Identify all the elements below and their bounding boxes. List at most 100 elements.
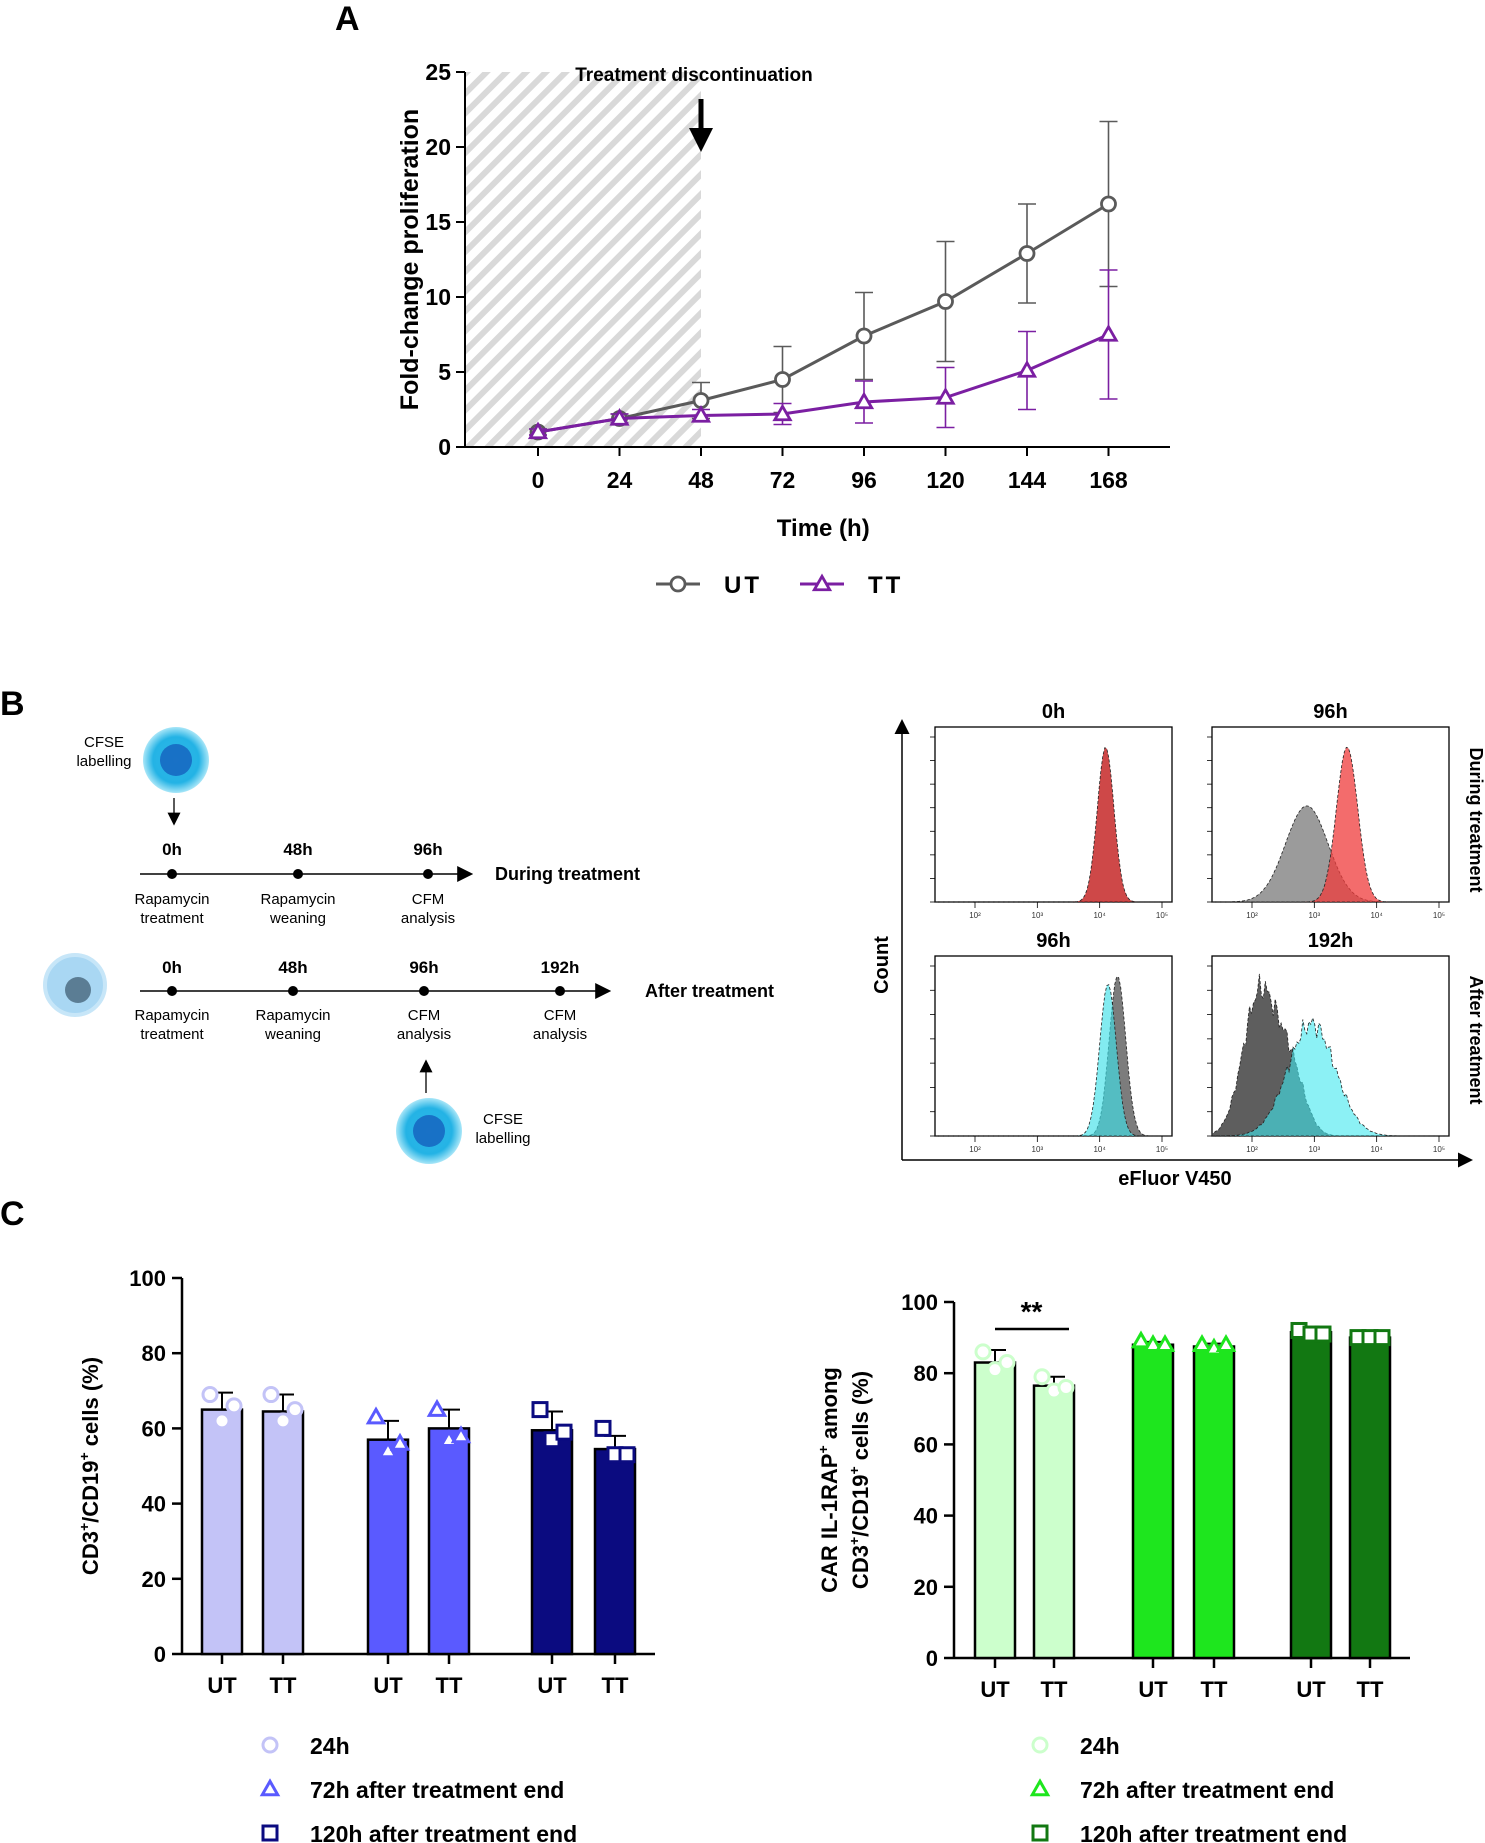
x-tick-label: 10⁵ [1433,911,1445,920]
data-point [855,327,873,345]
x-tick-label: 10⁵ [1156,911,1168,920]
x-tick-label: TT [436,1673,463,1698]
bar [973,1361,1017,1660]
timeline-desc-label: CFM analysis [401,891,455,927]
bar-chart-legend: 24h 72h after treatment end 120h after tre… [1029,1733,1347,1843]
x-tick-label: 10⁴ [1370,911,1383,920]
series-line [537,202,1110,434]
treatment-discontinuation-annotation: Treatment discontinuation [575,65,813,86]
y-tick-label: 5 [438,359,451,385]
fluor-axis-label: eFluor V450 [1118,1168,1231,1190]
x-tick-label: 168 [1089,467,1128,493]
cfse-cell-top-icon [143,727,209,793]
bar-tt-2: TT [1191,1333,1237,1702]
legend-label: TT [868,572,903,599]
timeline-desc-label: Rapamycin treatment [134,891,209,927]
x-tick-label: 10⁵ [1156,1145,1168,1154]
histogram-plot: 10² 10³ 10⁴ 10⁵ 96h [930,930,1173,1154]
bar-ut-3: UT [530,1401,574,1698]
bar-tt-1: TT [1032,1368,1076,1702]
series-line [537,333,1110,434]
legend-label: 120h after treatment end [1080,1821,1347,1843]
x-tick-label: TT [270,1673,297,1698]
x-tick-label: 10² [969,1145,981,1154]
histogram-plot: 10² 10³ 10⁴ 10⁵ 96h [1207,701,1450,920]
bar [1131,1343,1175,1660]
cell-icon [43,953,107,1017]
legend-label: 24h [1080,1733,1120,1759]
bar-tt-3: TT [593,1419,637,1698]
chart-legend: UT TT [656,572,903,599]
data-point [1130,1330,1152,1349]
x-tick-label: UT [373,1673,403,1698]
bar [1348,1336,1392,1660]
x-tick-label: UT [207,1673,237,1698]
cd3-cd19-y-axis-label: CD3+/CD19+ cells (%) [76,1357,103,1575]
bar [530,1429,574,1656]
data-point [225,1397,243,1415]
data-point [986,1361,1004,1379]
bar [1032,1384,1076,1660]
bar-tt-1: TT [261,1386,305,1698]
x-tick-label: 10⁴ [1093,1145,1106,1154]
y-axis-label: Fold-change proliferation [396,109,424,410]
data-point [690,404,712,423]
legend-marker [1031,1736,1049,1754]
after-treatment-label: After treatment [645,981,774,1001]
x-tick-label: 10² [1246,911,1258,920]
timeline-point [288,986,298,996]
bar-chart-legend: 24h 72h after treatment end 120h after tre… [259,1733,577,1843]
flow-cytometry-histograms: Count eFluor V450 During treatment After… [871,701,1485,1190]
x-tick-label: 144 [1008,467,1047,493]
timeline-point [555,986,565,996]
y-tick-label: 20 [425,134,451,160]
histogram-plot: 10² 10³ 10⁴ 10⁵ 0h [930,701,1173,920]
data-point [974,1343,992,1361]
bar-tt-2: TT [426,1398,472,1698]
legend-marker [811,573,833,592]
timeline-time-label: 48h [283,840,312,859]
data-point [1057,1378,1075,1396]
down-arrow-head-icon [689,128,713,152]
y-tick-label: 100 [901,1290,938,1315]
data-point [1373,1329,1391,1347]
x-tick-label: UT [537,1673,567,1698]
legend-label: UT [724,572,762,599]
x-tick-label: 48 [688,467,714,493]
data-point [450,1425,472,1444]
histogram-title: 0h [1042,701,1065,723]
legend-label: 72h after treatment end [310,1777,564,1803]
during-treatment-label: During treatment [495,864,640,884]
timeline-time-label: 96h [413,840,442,859]
histogram-plot: 10² 10³ 10⁴ 10⁵ 192h [1207,930,1450,1154]
data-point [594,1419,612,1437]
significance-marker: ** [1021,1296,1043,1327]
y-tick-label: 20 [142,1567,166,1592]
data-point [1191,1333,1213,1352]
x-tick-label: UT [1138,1677,1168,1702]
legend-label: 24h [310,1733,350,1759]
histogram-frame [934,726,1173,903]
x-tick-label: 10² [1246,1145,1258,1154]
timeline-point [419,986,429,996]
data-point [937,293,954,310]
data-point [774,371,791,388]
x-tick-label: UT [1296,1677,1326,1702]
timeline-desc-label: Rapamycin weaning [260,891,335,927]
bar [1192,1345,1236,1660]
bar-ut-1: UT [200,1386,244,1698]
treatment-shaded-region [465,72,701,447]
data-point [1018,245,1036,262]
timeline-point [167,986,177,996]
timeline-desc-label: CFM analysis [533,1007,587,1043]
timeline-desc-label: Rapamycin weaning [255,1007,330,1043]
timeline-desc-label: CFM analysis [397,1007,451,1043]
data-point [527,421,549,440]
legend-marker [261,1736,279,1754]
data-point [772,403,793,422]
data-point [1314,1325,1332,1343]
bar [366,1438,410,1656]
panel-label-a: A [335,0,360,38]
x-tick-label: 10³ [1032,1145,1044,1154]
x-tick-label: 10³ [1032,911,1044,920]
